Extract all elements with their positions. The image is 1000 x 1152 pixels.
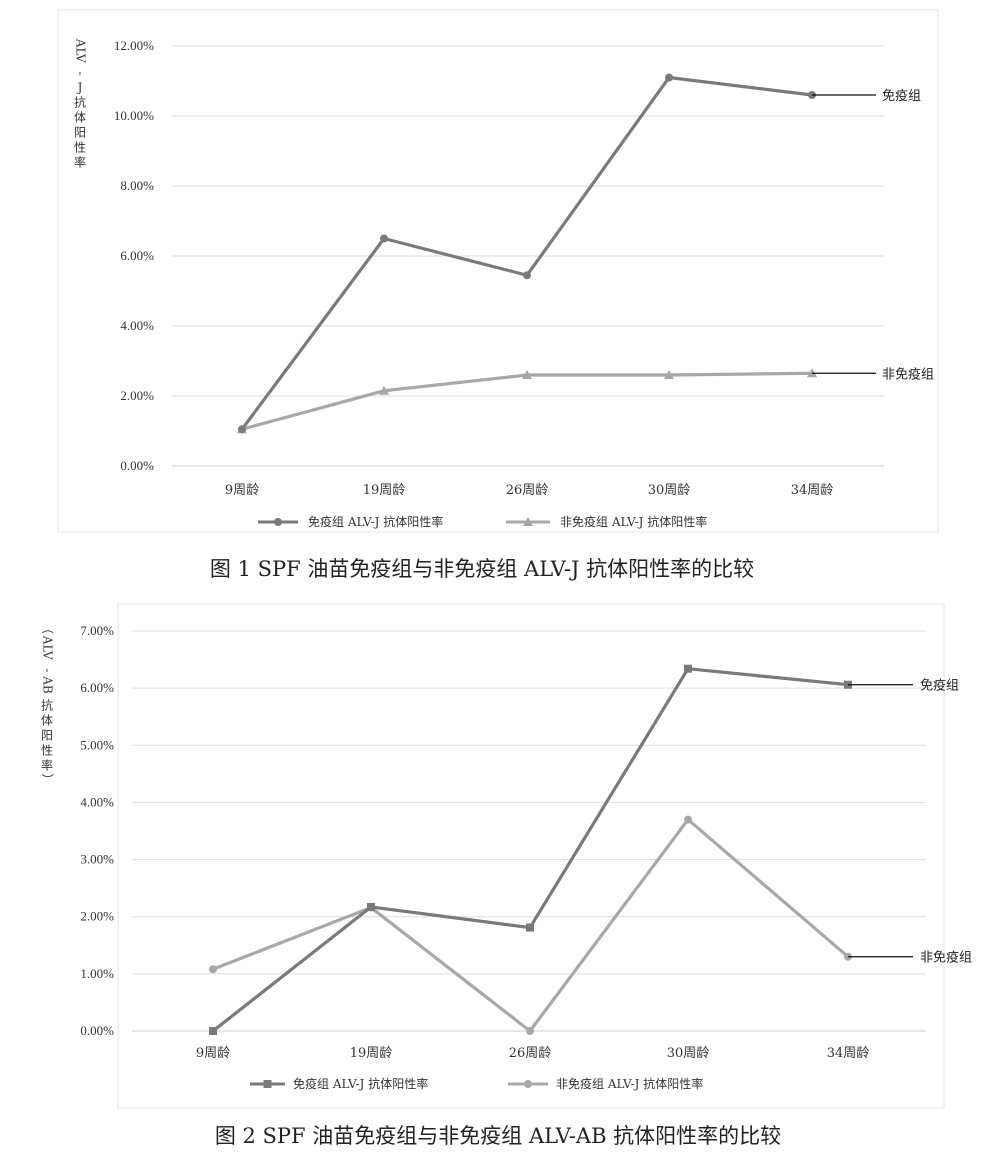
chart-1-y-tick-label: 6.00%	[120, 248, 154, 263]
chart-2-y-label-part: （	[41, 622, 55, 634]
chart-1-y-label-part: ALV	[74, 38, 88, 63]
chart-1-legend-marker	[274, 518, 282, 526]
chart-1-x-ticks: 9周龄 19周龄 26周龄 30周龄 34周龄	[225, 483, 833, 498]
chart-2-y-tick-label: 3.00%	[80, 852, 114, 867]
chart-2-y-label-part: 抗	[41, 698, 53, 713]
chart-2-series	[209, 664, 852, 1035]
chart-2-legend-label: 免疫组 ALV-J 抗体阳性率	[293, 1076, 428, 1091]
chart-2-y-label-part: -	[41, 668, 55, 672]
chart-2-data-point	[526, 923, 534, 932]
chart-2-y-tick-label: 7.00%	[80, 623, 114, 638]
chart-2-x-tick-label: 34周龄	[827, 1046, 870, 1061]
chart-1-end-label: 非免疫组	[882, 366, 934, 382]
chart-1-x-tick-label: 9周龄	[225, 483, 259, 498]
chart-1: 0.00% 2.00% 4.00% 6.00% 8.00% 10.00% 12.00% AL…	[57, 9, 939, 581]
chart-1-frame	[57, 9, 939, 533]
chart-1-legend: 免疫组 ALV-J 抗体阳性率 非免疫组 ALV-J 抗体阳性率	[258, 514, 707, 529]
chart-2-y-label-part: 率	[41, 758, 53, 773]
chart-1-legend-label: 非免疫组 ALV-J 抗体阳性率	[560, 514, 707, 529]
chart-1-y-label-part: J	[76, 81, 83, 95]
chart-2-frame	[117, 603, 945, 1109]
chart-2-legend-label: 非免疫组 ALV-J 抗体阳性率	[556, 1076, 703, 1091]
chart-2-data-point	[209, 965, 217, 974]
chart-1-grid	[172, 45, 884, 467]
chart-2-data-point	[684, 815, 692, 824]
chart-1-y-label-part: 性	[74, 141, 86, 155]
chart-2-y-label-part: 阳	[41, 729, 53, 743]
chart-1-y-tick-label: 4.00%	[120, 318, 154, 333]
chart-1-data-point	[523, 271, 531, 280]
chart-1-data-point	[664, 370, 674, 379]
chart-2-legend: 免疫组 ALV-J 抗体阳性率 非免疫组 ALV-J 抗体阳性率	[250, 1076, 703, 1091]
chart-1-y-tick-label: 8.00%	[120, 178, 154, 193]
chart-2-y-tick-label: 4.00%	[80, 794, 114, 809]
chart-1-data-point	[665, 73, 673, 82]
chart-2: 0.00% 1.00% 2.00% 3.00% 4.00% 5.00% 6.00% 7.00%…	[41, 603, 972, 1148]
chart-2-x-tick-label: 9周龄	[196, 1046, 230, 1061]
chart-2-y-tick-label: 0.00%	[80, 1023, 114, 1038]
chart-1-data-point	[380, 234, 388, 243]
chart-2-x-tick-label: 19周龄	[350, 1046, 393, 1061]
chart-2-x-tick-label: 30周龄	[667, 1046, 710, 1061]
chart-2-data-point	[526, 1027, 534, 1035]
chart-2-end-label: 免疫组	[920, 678, 959, 694]
chart-1-x-tick-label: 34周龄	[791, 483, 834, 498]
chart-2-y-label-part: ALV	[41, 635, 55, 660]
chart-1-y-ticks: 0.00% 2.00% 4.00% 6.00% 8.00% 10.00% 12.00%	[114, 38, 154, 473]
chart-2-data-point	[684, 664, 692, 673]
chart-2-grid	[132, 630, 926, 1032]
chart-2-x-ticks: 9周龄 19周龄 26周龄 30周龄 34周龄	[196, 1046, 869, 1061]
chart-1-series	[237, 73, 817, 434]
chart-1-y-label-part: 体	[74, 111, 86, 125]
chart-1-data-point	[522, 370, 532, 379]
chart-1-legend-marker	[523, 517, 533, 526]
chart-1-y-label-part: 抗	[74, 95, 86, 110]
chart-1-end-label: 免疫组	[882, 88, 921, 104]
chart-2-x-tick-label: 26周龄	[509, 1046, 552, 1061]
chart-2-y-tick-label: 2.00%	[80, 909, 114, 924]
chart-2-y-label-part: 性	[41, 744, 53, 758]
chart-1-y-label-part: -	[74, 71, 88, 75]
chart-2-y-ticks: 0.00% 1.00% 2.00% 3.00% 4.00% 5.00% 6.00% 7.00%	[80, 623, 114, 1038]
chart-2-legend-marker	[524, 1080, 532, 1088]
chart-2-data-point	[367, 903, 375, 911]
chart-2-y-tick-label: 6.00%	[80, 680, 114, 695]
chart-2-y-tick-label: 5.00%	[80, 737, 114, 752]
chart-2-legend-marker	[263, 1080, 272, 1088]
chart-2-y-label-part: AB	[41, 675, 55, 694]
chart-1-x-tick-label: 30周龄	[648, 483, 691, 498]
chart-1-y-tick-label: 2.00%	[120, 388, 154, 403]
chart-1-y-label-part: 阳	[74, 126, 86, 140]
chart-2-y-label: （ALV - AB 抗体阳性率）	[41, 622, 55, 786]
chart-1-caption: 图 1 SPF 油苗免疫组与非免疫组 ALV-J 抗体阳性率的比较	[210, 557, 754, 581]
chart-1-y-tick-label: 12.00%	[114, 38, 154, 53]
chart-2-y-label-part: ）	[41, 773, 55, 785]
chart-2-data-point	[209, 1027, 217, 1035]
chart-2-y-label-part: 体	[41, 714, 53, 728]
chart-1-legend-label: 免疫组 ALV-J 抗体阳性率	[308, 514, 443, 529]
chart-2-caption: 图 2 SPF 油苗免疫组与非免疫组 ALV-AB 抗体阳性率的比较	[215, 1124, 781, 1148]
chart-1-data-point	[379, 385, 389, 395]
chart-1-x-tick-label: 19周龄	[363, 483, 406, 498]
chart-1-y-tick-label: 0.00%	[120, 458, 154, 473]
chart-1-y-tick-label: 10.00%	[114, 108, 154, 123]
chart-1-data-point	[238, 425, 246, 434]
chart-1-series-line	[241, 371, 813, 431]
chart-1-y-label-part: 率	[74, 155, 86, 170]
chart-2-y-tick-label: 1.00%	[80, 966, 114, 981]
chart-1-x-tick-label: 26周龄	[506, 483, 549, 498]
chart-2-end-label: 非免疫组	[920, 950, 972, 966]
chart-2-series-line	[212, 667, 849, 1033]
